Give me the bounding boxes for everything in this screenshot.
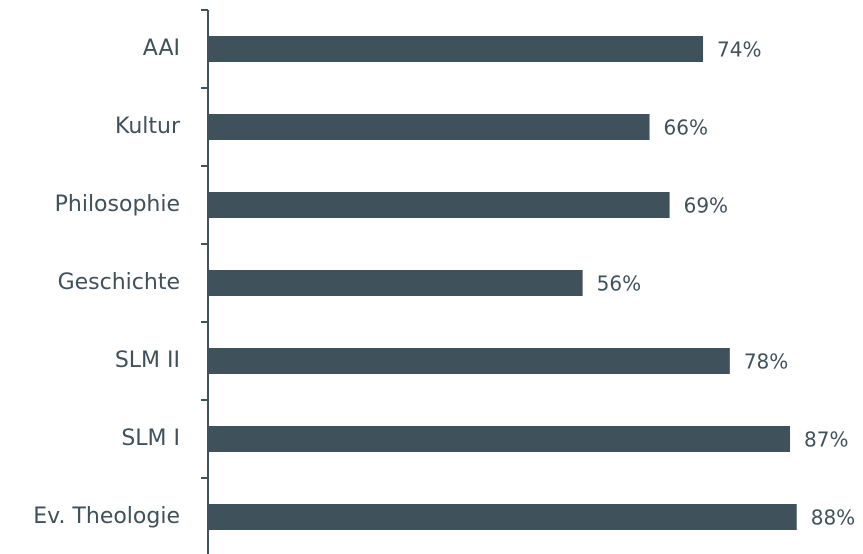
y-axis-ticks <box>201 9 208 479</box>
value-labels: 74% 66% 69% 56% 78% 87% 88% <box>597 38 856 530</box>
data-label: 66% <box>664 116 708 140</box>
category-label: SLM II <box>115 348 180 373</box>
bar-geschichte <box>208 270 583 296</box>
data-label: 69% <box>684 194 728 218</box>
category-label: Philosophie <box>55 192 180 217</box>
category-label: SLM I <box>121 426 180 451</box>
data-label: 74% <box>717 38 761 62</box>
category-label: Kultur <box>115 114 181 139</box>
category-label: AAI <box>143 36 180 61</box>
bar-slm-i <box>208 426 791 452</box>
bar-slm-ii <box>208 348 730 374</box>
bar-kultur <box>208 114 650 140</box>
data-label: 56% <box>597 272 641 296</box>
category-label: Ev. Theologie <box>33 504 180 529</box>
data-label: 88% <box>811 506 855 530</box>
bar-ev-theologie <box>208 504 797 530</box>
bar-aai <box>208 36 704 62</box>
data-label: 78% <box>744 350 788 374</box>
data-label: 87% <box>804 428 848 452</box>
bar-philosophie <box>208 192 670 218</box>
category-label: Geschichte <box>58 270 180 295</box>
category-labels: AAI Kultur Philosophie Geschichte SLM II SLM … <box>33 36 181 529</box>
bars-group <box>208 36 797 530</box>
